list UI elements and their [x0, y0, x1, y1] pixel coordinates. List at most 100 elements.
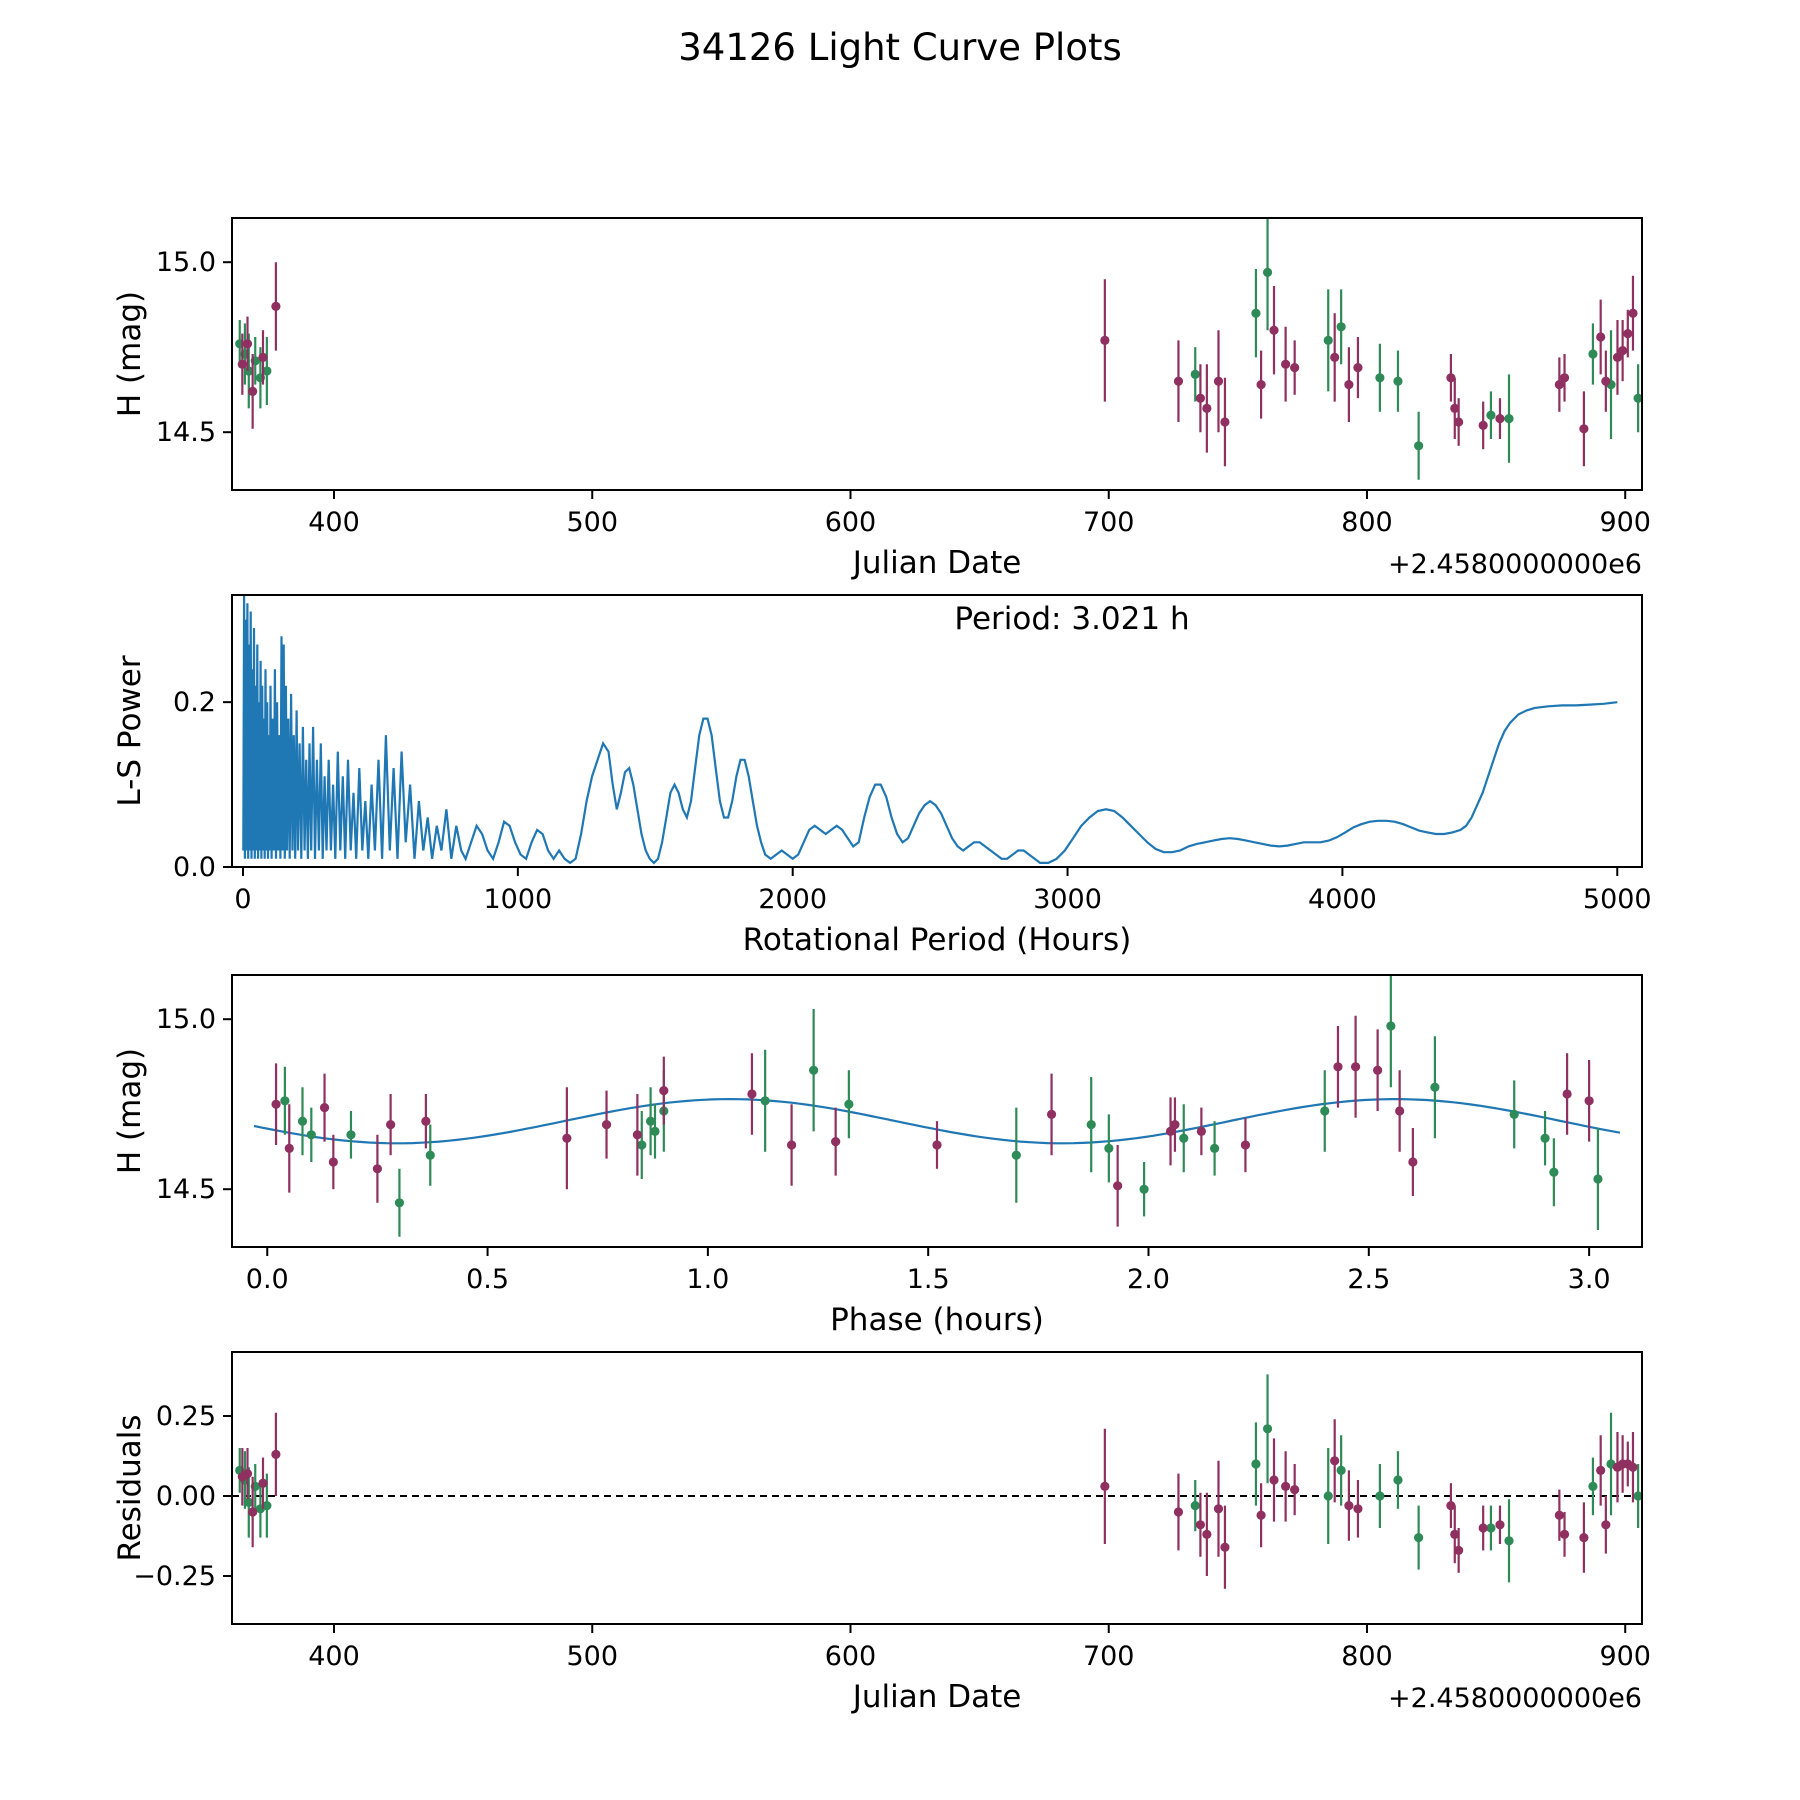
- y-tick-label: 15.0: [156, 247, 216, 278]
- data-point: [1190, 1501, 1200, 1511]
- x-axis-label: Julian Date: [851, 545, 1022, 581]
- y-axis-label: L-S Power: [112, 655, 148, 806]
- data-point: [1612, 352, 1623, 362]
- data-point: [1251, 1459, 1261, 1469]
- data-point: [659, 1086, 669, 1096]
- x-tick-label: 3.0: [1568, 1264, 1611, 1295]
- plot-periodogram: 0 1000 2000 3000 4000 5000 0.0 0.2 Rotational Pe…: [112, 594, 1652, 958]
- data-point: [1559, 1529, 1570, 1539]
- data-point: [831, 1137, 841, 1147]
- data-point: [1454, 417, 1464, 427]
- data-point: [1170, 1120, 1180, 1130]
- data-point: [1601, 376, 1611, 386]
- data-point: [1454, 1545, 1464, 1555]
- residual-green-points: [235, 1374, 1642, 1583]
- data-point: [760, 1096, 770, 1106]
- data-point: [1220, 1542, 1230, 1552]
- y-tick-label: 0.25: [156, 1401, 216, 1432]
- data-point: [1113, 1181, 1123, 1191]
- data-point: [1344, 380, 1354, 390]
- data-point: [1323, 1491, 1333, 1501]
- data-point: [1350, 1062, 1361, 1072]
- data-point: [1262, 1424, 1273, 1434]
- x-axis-label: Julian Date: [851, 1679, 1022, 1715]
- data-point: [1495, 414, 1505, 424]
- data-point: [1344, 1501, 1354, 1511]
- axes-frame: [231, 1351, 1643, 1625]
- axes-frame: [231, 974, 1643, 1248]
- x-tick-label: 0: [234, 884, 251, 915]
- data-point: [1450, 1529, 1460, 1539]
- axes-frame: [231, 594, 1643, 868]
- x-axis-label: Phase (hours): [830, 1302, 1044, 1338]
- data-point: [386, 1120, 396, 1130]
- x-tick-label: 4000: [1308, 884, 1377, 915]
- data-point: [844, 1099, 854, 1109]
- x-tick-label: 800: [1341, 1641, 1393, 1672]
- data-point: [1588, 1481, 1598, 1491]
- data-point: [258, 1478, 268, 1488]
- y-tick-label: 15.0: [156, 1004, 216, 1035]
- data-point: [262, 1501, 272, 1511]
- x-tick-label: 0.0: [246, 1264, 289, 1295]
- data-point: [1179, 1133, 1189, 1143]
- axes-frame: [231, 217, 1643, 491]
- data-point: [1588, 349, 1598, 359]
- x-axis-offset: +2.4580000000e6: [1388, 549, 1642, 580]
- x-tick-label: 400: [308, 507, 360, 538]
- y-tick-label: 14.5: [156, 1174, 216, 1205]
- data-point: [1579, 1533, 1589, 1543]
- x-tick-label: 700: [1083, 507, 1135, 538]
- data-point: [1596, 1465, 1606, 1475]
- x-tick-label: 900: [1599, 1641, 1651, 1672]
- data-point: [1486, 410, 1496, 420]
- data-point: [271, 1449, 281, 1459]
- data-point: [632, 1130, 642, 1140]
- data-point: [1486, 1523, 1496, 1533]
- data-point: [1450, 403, 1460, 413]
- lightcurve-purple-points: [237, 262, 1638, 467]
- data-point: [1190, 369, 1200, 379]
- data-point: [242, 339, 253, 349]
- data-point: [1393, 376, 1403, 386]
- periodogram-line: [242, 595, 1618, 865]
- y-tick-label: −0.25: [133, 1561, 216, 1592]
- x-axis-offset: +2.4580000000e6: [1388, 1683, 1642, 1714]
- data-point: [271, 1099, 281, 1109]
- data-point: [1330, 1456, 1340, 1466]
- data-point: [394, 1198, 405, 1208]
- data-point: [1495, 1520, 1505, 1530]
- data-point: [1618, 346, 1628, 356]
- y-axis-label: Residuals: [112, 1414, 148, 1561]
- data-point: [1446, 1501, 1456, 1511]
- y-axis-label: H (mag): [112, 291, 148, 417]
- data-point: [809, 1065, 819, 1075]
- residual-purple-points: [237, 1412, 1638, 1589]
- data-point: [1196, 1126, 1206, 1136]
- plot-lightcurve-jd: 400 500 600 700 800 900 15.0 14.5 Julian Date +2.…: [112, 217, 1651, 581]
- x-tick-label: 1.5: [907, 1264, 950, 1295]
- y-tick-label: 0.2: [173, 687, 216, 718]
- data-point: [1330, 352, 1340, 362]
- data-point: [1100, 335, 1110, 345]
- data-point: [1393, 1475, 1403, 1485]
- data-point: [1195, 1520, 1206, 1530]
- data-point: [1414, 1533, 1424, 1543]
- data-point: [1100, 1481, 1110, 1491]
- data-point: [1601, 1520, 1611, 1530]
- data-point: [1262, 267, 1273, 277]
- data-point: [1269, 1475, 1279, 1485]
- data-point: [1633, 1491, 1642, 1501]
- data-point: [1504, 414, 1514, 424]
- data-point: [262, 366, 272, 376]
- data-point: [1408, 1157, 1418, 1167]
- data-point: [1554, 380, 1564, 390]
- data-point: [1256, 1510, 1266, 1520]
- data-point: [601, 1120, 612, 1130]
- data-point: [284, 1143, 294, 1153]
- data-point: [1353, 363, 1363, 373]
- data-point: [1540, 1133, 1550, 1143]
- data-point: [1104, 1143, 1114, 1153]
